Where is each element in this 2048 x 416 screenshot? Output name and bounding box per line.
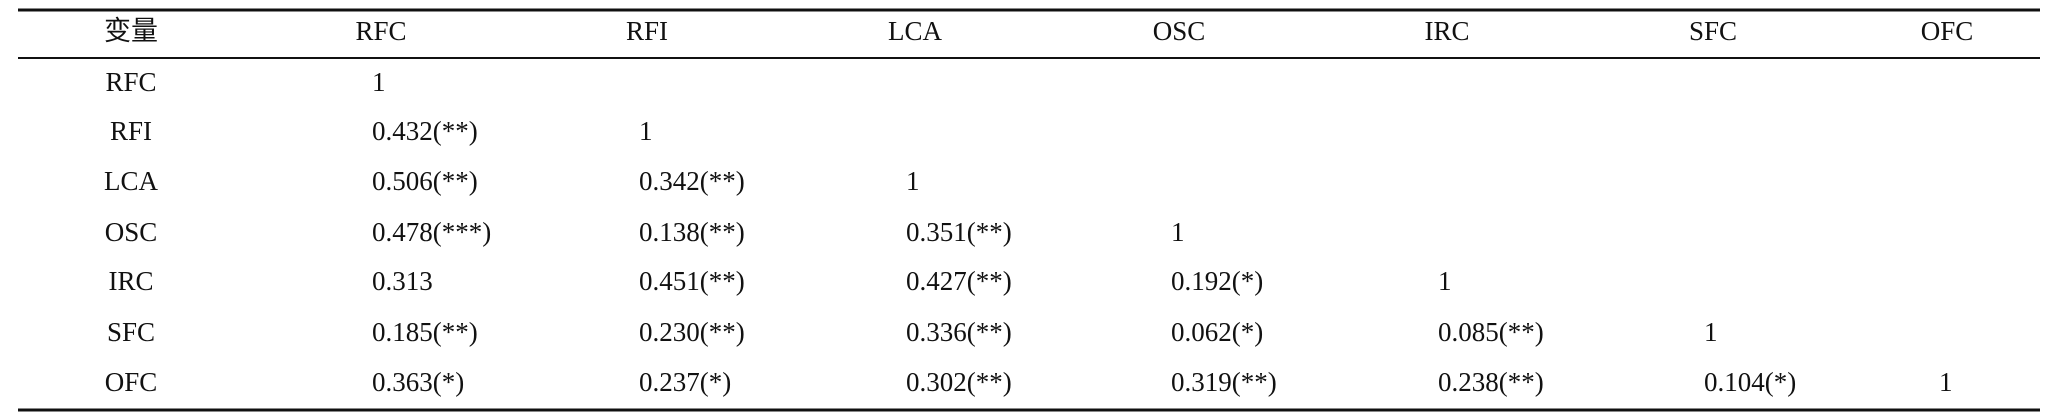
cell: 0.451(**) <box>639 266 745 296</box>
row-label: OFC <box>105 367 158 397</box>
row-label: LCA <box>104 166 159 196</box>
header-cell: LCA <box>888 16 943 46</box>
cell: 0.138(**) <box>639 217 745 247</box>
cell: 0.302(**) <box>906 367 1012 397</box>
cell: 1 <box>906 166 920 196</box>
row-label: RFI <box>110 116 152 146</box>
cell: 1 <box>639 116 653 146</box>
cell: 0.336(**) <box>906 317 1012 347</box>
row-label: OSC <box>105 217 158 247</box>
cell: 1 <box>1438 266 1452 296</box>
header-cell: IRC <box>1424 16 1469 46</box>
cell: 0.351(**) <box>906 217 1012 247</box>
header-cell: OSC <box>1153 16 1206 46</box>
row-label: IRC <box>108 266 153 296</box>
cell: 0.478(***) <box>372 217 491 247</box>
cell: 0.062(*) <box>1171 317 1263 347</box>
row-label: SFC <box>107 317 155 347</box>
row-label: RFC <box>105 67 156 97</box>
cell: 0.085(**) <box>1438 317 1544 347</box>
cell: 1 <box>1171 217 1185 247</box>
cell: 0.432(**) <box>372 116 478 146</box>
cell: 0.230(**) <box>639 317 745 347</box>
header-cell: SFC <box>1689 16 1737 46</box>
cell: 0.237(*) <box>639 367 731 397</box>
cell: 0.104(*) <box>1704 367 1796 397</box>
cell: 1 <box>372 67 386 97</box>
cell: 1 <box>1939 367 1953 397</box>
cell: 0.192(*) <box>1171 266 1263 296</box>
cell: 0.313 <box>372 266 433 296</box>
header-cell: OFC <box>1921 16 1974 46</box>
cell: 0.342(**) <box>639 166 745 196</box>
cell: 0.427(**) <box>906 266 1012 296</box>
cell: 0.238(**) <box>1438 367 1544 397</box>
cell: 0.506(**) <box>372 166 478 196</box>
header-cell: RFI <box>626 16 668 46</box>
header-cell: RFC <box>355 16 406 46</box>
header-cell: 变量 <box>104 16 158 46</box>
cell: 0.319(**) <box>1171 367 1277 397</box>
cell: 0.185(**) <box>372 317 478 347</box>
cell: 1 <box>1704 317 1718 347</box>
cell: 0.363(*) <box>372 367 464 397</box>
